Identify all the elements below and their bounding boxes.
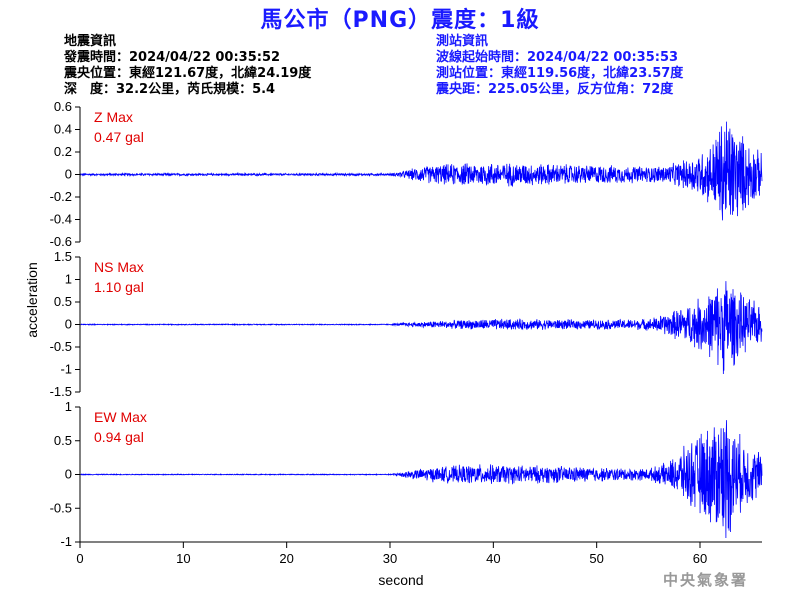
y-tick-label: 0.5 bbox=[54, 294, 72, 309]
station-location: 測站位置：東經119.56度，北緯23.57度 bbox=[436, 66, 684, 81]
x-tick-label: 40 bbox=[486, 551, 500, 566]
y-tick-label: -1 bbox=[60, 534, 72, 549]
depth-magnitude: 深 度：32.2公里，芮氏規模：5.4 bbox=[64, 82, 276, 97]
y-tick-label: 1 bbox=[65, 272, 72, 287]
y-tick-label: -0.6 bbox=[50, 234, 72, 249]
y-tick-label: 0.5 bbox=[54, 433, 72, 448]
y-tick-label: 0 bbox=[65, 467, 72, 482]
agency-watermark: 中央氣象署 bbox=[662, 571, 748, 589]
trace-z bbox=[79, 121, 763, 221]
epicenter-location: 震央位置：東經121.67度，北緯24.19度 bbox=[64, 66, 312, 81]
earthquake-info-heading: 地震資訊 bbox=[64, 34, 117, 49]
y-tick-label: -1.5 bbox=[50, 384, 72, 399]
y-tick-label: -0.2 bbox=[50, 189, 72, 204]
origin-time: 發震時間：2024/04/22 00:35:52 bbox=[64, 50, 281, 65]
y-tick-label: 0.6 bbox=[54, 99, 72, 114]
max-value-label: 0.47 gal bbox=[94, 129, 144, 145]
x-tick-label: 60 bbox=[693, 551, 707, 566]
y-tick-label: 1 bbox=[65, 399, 72, 414]
chart-title: 馬公市（PNG）震度：1級 bbox=[260, 8, 540, 33]
epicentral-distance: 震央距：225.05公里，反方位角：72度 bbox=[436, 82, 674, 97]
wave-start-time: 波線起始時間：2024/04/22 00:35:53 bbox=[436, 50, 679, 65]
y-tick-label: 0 bbox=[65, 167, 72, 182]
y-tick-label: 0 bbox=[65, 317, 72, 332]
x-tick-label: 0 bbox=[76, 551, 83, 566]
trace-ns bbox=[79, 281, 763, 375]
max-label: Z Max bbox=[94, 109, 133, 125]
max-label: NS Max bbox=[94, 259, 144, 275]
y-tick-label: -0.4 bbox=[50, 212, 72, 227]
trace-ew bbox=[79, 420, 763, 538]
station-info-heading: 測站資訊 bbox=[436, 34, 489, 49]
y-tick-label: -0.5 bbox=[50, 339, 72, 354]
y-tick-label: 0.4 bbox=[54, 122, 72, 137]
x-tick-label: 20 bbox=[279, 551, 293, 566]
earthquake-info: 地震資訊 發震時間：2024/04/22 00:35:52 震央位置：東經121… bbox=[64, 34, 311, 98]
y-tick-label: 0.2 bbox=[54, 144, 72, 159]
max-label: EW Max bbox=[94, 409, 147, 425]
x-tick-label: 50 bbox=[589, 551, 603, 566]
x-axis-label: second bbox=[378, 572, 423, 588]
y-axis-label: acceleration bbox=[24, 262, 40, 338]
y-tick-label: -1 bbox=[60, 362, 72, 377]
y-tick-label: -0.5 bbox=[50, 500, 72, 515]
x-tick-label: 30 bbox=[383, 551, 397, 566]
max-value-label: 1.10 gal bbox=[94, 279, 144, 295]
y-tick-label: 1.5 bbox=[54, 249, 72, 264]
station-info: 測站資訊 波線起始時間：2024/04/22 00:35:53 測站位置：東經1… bbox=[436, 34, 683, 98]
max-value-label: 0.94 gal bbox=[94, 429, 144, 445]
x-tick-label: 10 bbox=[176, 551, 190, 566]
